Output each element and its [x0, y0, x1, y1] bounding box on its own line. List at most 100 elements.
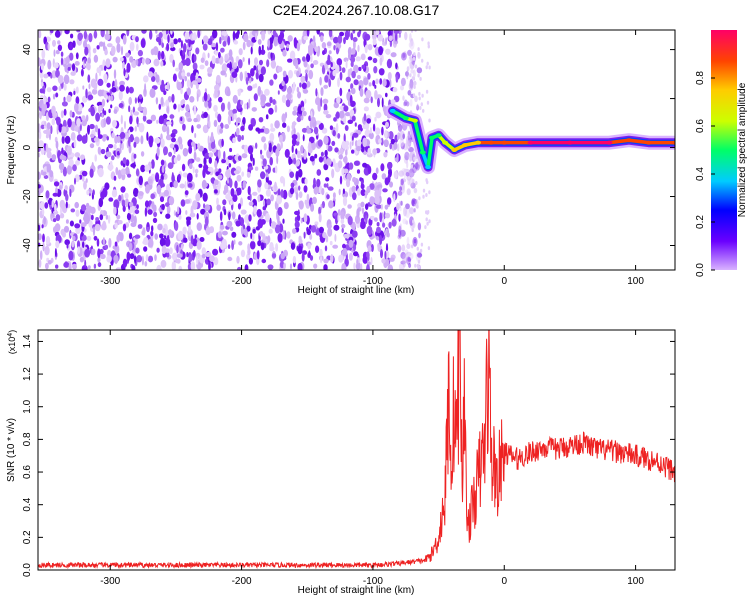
noise-speckle — [38, 171, 41, 181]
noise-speckle — [279, 261, 285, 269]
noise-speckle — [277, 233, 283, 243]
noise-speckle — [193, 151, 197, 161]
snr-y-label: SNR (10 * v/v) — [6, 418, 17, 482]
noise-speckle — [210, 42, 217, 48]
noise-speckle — [204, 182, 208, 188]
noise-speckle — [55, 214, 61, 222]
noise-speckle — [276, 155, 279, 165]
noise-speckle — [95, 72, 98, 82]
noise-speckle — [118, 103, 124, 108]
noise-speckle — [292, 228, 297, 235]
noise-speckle — [64, 239, 70, 246]
noise-speckle — [199, 64, 205, 70]
noise-speckle — [64, 135, 71, 144]
noise-speckle — [354, 214, 361, 224]
noise-speckle — [318, 226, 324, 234]
noise-speckle — [333, 117, 337, 122]
noise-speckle — [301, 177, 305, 184]
noise-speckle — [381, 126, 384, 136]
noise-speckle — [267, 51, 272, 60]
noise-speckle — [214, 50, 218, 56]
noise-speckle — [160, 60, 164, 67]
noise-speckle — [257, 179, 262, 188]
noise-speckle — [189, 96, 195, 103]
noise-speckle — [260, 242, 265, 251]
noise-speckle — [384, 130, 388, 139]
noise-speckle — [283, 262, 286, 269]
noise-speckle — [116, 214, 121, 220]
noise-speckle — [141, 57, 145, 65]
noise-speckle — [122, 205, 126, 212]
noise-speckle — [427, 246, 431, 251]
noise-speckle — [269, 96, 273, 104]
noise-speckle — [413, 80, 417, 85]
noise-speckle — [154, 137, 161, 144]
noise-speckle — [347, 204, 352, 209]
noise-speckle — [395, 32, 398, 42]
noise-speckle — [81, 115, 86, 121]
noise-speckle — [220, 122, 224, 130]
noise-speckle — [197, 30, 201, 39]
noise-speckle — [354, 122, 357, 127]
noise-speckle — [315, 97, 321, 106]
noise-speckle — [387, 161, 393, 170]
noise-speckle — [54, 203, 57, 213]
noise-speckle — [179, 49, 183, 57]
noise-speckle — [229, 226, 234, 232]
noise-speckle — [69, 79, 75, 85]
noise-speckle — [399, 138, 405, 147]
noise-speckle — [274, 120, 280, 129]
noise-speckle — [280, 252, 285, 260]
noise-speckle — [248, 98, 251, 109]
noise-speckle — [282, 49, 287, 57]
noise-speckle — [365, 203, 369, 210]
noise-speckle — [83, 214, 90, 225]
noise-speckle — [93, 81, 98, 91]
noise-speckle — [38, 224, 41, 231]
noise-speckle — [76, 240, 81, 249]
noise-speckle — [264, 182, 269, 190]
x-tick-label: -100 — [363, 576, 383, 587]
noise-speckle — [65, 201, 68, 209]
noise-speckle — [231, 211, 236, 220]
noise-speckle — [66, 165, 72, 175]
noise-speckle — [105, 151, 112, 158]
noise-speckle — [350, 87, 356, 95]
noise-speckle — [281, 113, 286, 124]
noise-speckle — [150, 230, 154, 237]
spectrogram-y-label: Frequency (Hz) — [6, 116, 17, 185]
noise-speckle — [105, 214, 109, 220]
noise-speckle — [413, 239, 417, 244]
noise-speckle — [188, 50, 191, 57]
noise-speckle — [175, 258, 178, 264]
noise-speckle — [169, 53, 174, 63]
noise-speckle — [365, 214, 368, 225]
noise-speckle — [219, 224, 225, 230]
noise-speckle — [49, 170, 54, 178]
noise-speckle — [324, 245, 328, 252]
noise-speckle — [122, 258, 128, 268]
noise-speckle — [379, 78, 383, 85]
noise-speckle — [173, 156, 178, 164]
noise-speckle — [275, 165, 278, 174]
noise-speckle — [363, 106, 369, 112]
noise-speckle — [184, 75, 188, 82]
noise-speckle — [366, 264, 370, 270]
noise-speckle — [207, 166, 214, 172]
noise-speckle — [331, 168, 335, 179]
noise-speckle — [70, 132, 76, 141]
noise-speckle — [360, 201, 365, 208]
noise-speckle — [59, 199, 65, 209]
noise-speckle — [124, 192, 129, 199]
noise-speckle — [375, 167, 379, 174]
noise-speckle — [416, 246, 419, 251]
noise-speckle — [182, 226, 187, 235]
noise-speckle — [291, 145, 294, 153]
noise-speckle — [298, 238, 303, 244]
noise-speckle — [256, 250, 260, 260]
noise-speckle — [129, 134, 134, 143]
noise-speckle — [45, 190, 50, 199]
noise-speckle — [412, 76, 416, 81]
noise-speckle — [252, 228, 256, 234]
